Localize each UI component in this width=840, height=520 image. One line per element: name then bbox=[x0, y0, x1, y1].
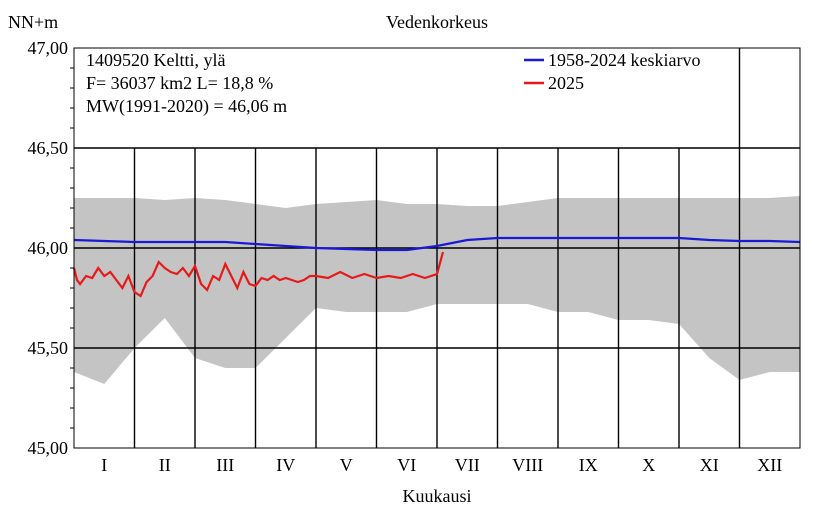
y-axis: 45,00 45,50 46,00 46,50 47,00 bbox=[28, 38, 74, 458]
horizontal-gridlines bbox=[74, 147, 800, 349]
x-tick-label-XI: XI bbox=[700, 455, 719, 475]
x-axis: I II III IV V VI VII VIII IX X XI XII bbox=[101, 455, 782, 475]
vertical-gridlines bbox=[133, 48, 741, 448]
station-info-line: 1409520 Keltti, ylä bbox=[86, 50, 225, 70]
area-info-line: F= 36037 km2 L= 18,8 % bbox=[86, 73, 273, 93]
y-tick-label: 45,00 bbox=[28, 438, 69, 458]
series-line-2025 bbox=[72, 251, 445, 298]
chart-title: Vedenkorkeus bbox=[386, 12, 488, 32]
x-tick-label-X: X bbox=[642, 455, 655, 475]
legend-label-2025: 2025 bbox=[548, 73, 584, 93]
x-tick-label-IV: IV bbox=[276, 455, 295, 475]
legend: 1958-2024 keskiarvo 2025 bbox=[524, 50, 700, 93]
series-line-mean bbox=[73, 236, 801, 252]
y-tick-label: 45,50 bbox=[28, 338, 69, 358]
x-tick-label-II: II bbox=[159, 455, 171, 475]
x-tick-label-IX: IX bbox=[579, 455, 598, 475]
x-tick-label-VI: VI bbox=[397, 455, 416, 475]
x-tick-label-V: V bbox=[340, 455, 353, 475]
x-axis-label: Kuukausi bbox=[403, 486, 472, 506]
plot-frame bbox=[73, 47, 801, 449]
x-tick-label-VII: VII bbox=[455, 455, 480, 475]
legend-label-mean: 1958-2024 keskiarvo bbox=[548, 50, 700, 70]
x-tick-label-III: III bbox=[216, 455, 234, 475]
y-tick-label: 46,00 bbox=[28, 238, 69, 258]
y-tick-label: 47,00 bbox=[28, 38, 69, 58]
y-axis-label: NN+m bbox=[8, 12, 58, 32]
x-tick-label-I: I bbox=[101, 455, 107, 475]
x-tick-label-VIII: VIII bbox=[512, 455, 543, 475]
x-tick-label-XII: XII bbox=[757, 455, 782, 475]
mean-water-info-line: MW(1991-2020) = 46,06 m bbox=[86, 96, 287, 117]
y-tick-label: 46,50 bbox=[28, 138, 69, 158]
